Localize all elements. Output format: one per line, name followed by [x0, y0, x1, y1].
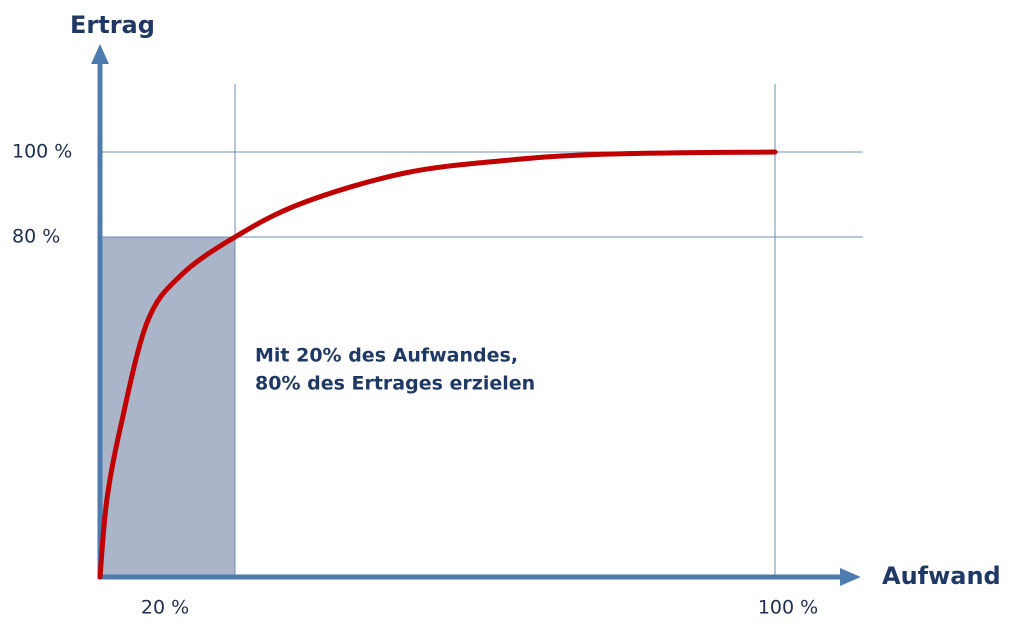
y-axis-title: Ertrag: [70, 11, 155, 39]
x-tick-label: 100 %: [758, 597, 818, 619]
annotation: Mit 20% des Aufwandes,: [255, 345, 518, 367]
y-tick-label: 80 %: [12, 226, 60, 248]
annotation: 80% des Ertrages erzielen: [255, 373, 535, 395]
x-tick-label: 20 %: [141, 597, 189, 619]
y-axis-arrow: [91, 44, 109, 64]
x-axis-arrow: [840, 568, 861, 586]
curve: [97, 149, 778, 580]
y-tick-label: 100 %: [12, 141, 72, 163]
x-axis-title: Aufwand: [882, 562, 1001, 590]
